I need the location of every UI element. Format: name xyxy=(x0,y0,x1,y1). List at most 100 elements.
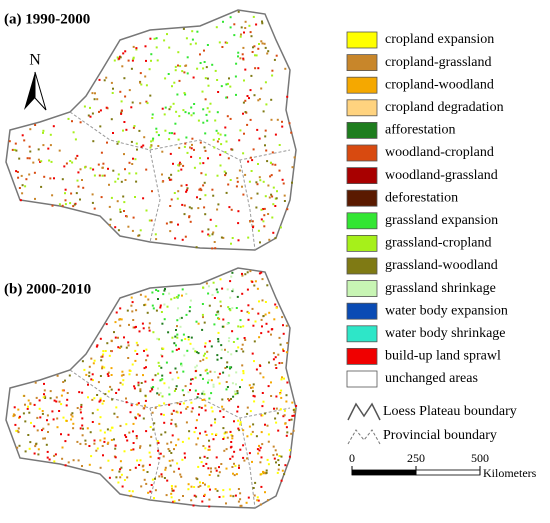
change-pixel xyxy=(147,491,150,494)
change-pixel xyxy=(225,467,228,470)
change-pixel xyxy=(125,401,128,404)
change-pixel xyxy=(113,331,115,334)
change-pixel xyxy=(202,316,204,319)
change-pixel xyxy=(110,367,113,370)
change-pixel xyxy=(209,488,211,491)
change-pixel xyxy=(212,383,215,386)
change-pixel xyxy=(90,455,93,458)
change-pixel xyxy=(260,271,263,274)
change-pixel xyxy=(151,117,154,119)
change-pixel xyxy=(228,337,231,340)
change-pixel xyxy=(276,412,279,415)
change-pixel xyxy=(205,113,208,116)
change-pixel xyxy=(238,139,241,142)
change-pixel xyxy=(184,385,187,388)
change-pixel xyxy=(262,400,265,403)
change-pixel xyxy=(70,413,73,416)
change-pixel xyxy=(288,122,291,125)
change-pixel xyxy=(111,426,114,429)
change-pixel xyxy=(285,400,288,403)
change-pixel xyxy=(235,371,238,374)
change-pixel xyxy=(65,419,68,422)
change-pixel xyxy=(177,307,179,310)
change-pixel xyxy=(111,398,114,401)
change-pixel xyxy=(125,346,128,349)
change-pixel xyxy=(87,383,89,386)
change-pixel xyxy=(158,404,161,407)
change-pixel xyxy=(272,454,275,457)
change-pixel xyxy=(231,435,234,437)
change-pixel xyxy=(214,418,217,421)
change-pixel xyxy=(191,38,194,41)
change-pixel xyxy=(271,69,274,72)
change-pixel xyxy=(270,193,273,196)
change-pixel xyxy=(264,423,266,426)
change-pixel xyxy=(80,403,83,406)
change-pixel xyxy=(274,449,277,452)
change-pixel xyxy=(237,55,239,58)
change-pixel xyxy=(42,396,45,399)
change-pixel xyxy=(101,174,104,177)
change-pixel xyxy=(132,157,134,160)
change-pixel xyxy=(172,162,174,165)
change-pixel xyxy=(93,98,96,101)
change-pixel xyxy=(37,158,40,161)
change-pixel xyxy=(42,437,45,440)
change-pixel xyxy=(108,223,111,226)
change-pixel xyxy=(258,444,260,447)
change-pixel xyxy=(207,448,210,451)
change-pixel xyxy=(168,393,171,396)
scale-unit: Kilometers xyxy=(483,466,537,480)
change-pixel xyxy=(161,475,164,478)
change-pixel xyxy=(177,64,179,67)
change-pixel xyxy=(237,10,240,13)
change-pixel xyxy=(145,359,148,362)
change-pixel xyxy=(58,203,61,206)
change-pixel xyxy=(116,56,119,59)
legend-swatch xyxy=(346,99,378,117)
change-pixel xyxy=(163,318,166,321)
legend-label: woodland-cropland xyxy=(385,145,494,160)
change-pixel xyxy=(239,319,242,322)
change-pixel xyxy=(167,73,170,75)
change-pixel xyxy=(100,359,103,362)
change-pixel xyxy=(125,423,128,426)
change-pixel xyxy=(205,462,208,465)
change-pixel xyxy=(244,68,247,71)
change-pixel xyxy=(284,422,287,425)
change-pixel xyxy=(165,494,168,497)
change-pixel xyxy=(33,425,36,428)
change-pixel xyxy=(183,71,186,74)
change-pixel xyxy=(65,162,68,165)
change-pixel xyxy=(237,500,240,503)
change-pixel xyxy=(210,345,213,348)
change-pixel xyxy=(170,173,173,176)
change-pixel xyxy=(261,443,264,446)
change-pixel xyxy=(177,294,180,297)
change-pixel xyxy=(230,208,233,211)
change-pixel xyxy=(272,186,275,189)
change-pixel xyxy=(263,42,266,45)
change-pixel xyxy=(219,133,222,136)
change-pixel xyxy=(276,453,278,456)
change-pixel xyxy=(131,229,134,232)
change-pixel xyxy=(15,429,18,432)
change-pixel xyxy=(202,121,205,124)
change-pixel xyxy=(264,135,267,138)
change-pixel xyxy=(194,389,197,392)
change-pixel xyxy=(150,435,153,438)
change-pixel xyxy=(202,445,205,447)
change-pixel xyxy=(202,67,205,70)
change-pixel xyxy=(240,309,243,312)
change-pixel xyxy=(235,185,238,188)
change-pixel xyxy=(242,370,245,372)
change-pixel xyxy=(207,228,210,231)
change-pixel xyxy=(23,394,26,397)
change-pixel xyxy=(264,491,266,494)
change-pixel xyxy=(93,397,96,400)
change-pixel xyxy=(48,159,51,162)
change-pixel xyxy=(227,183,230,186)
change-pixel xyxy=(229,494,232,497)
change-pixel xyxy=(219,278,222,281)
change-pixel xyxy=(212,231,215,234)
